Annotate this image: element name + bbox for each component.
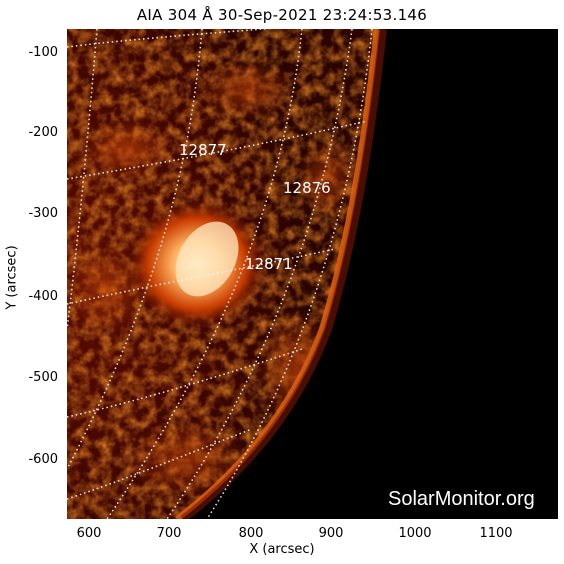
x-tick-label: 1000 <box>398 526 432 541</box>
y-tick-label: -200 <box>28 125 58 140</box>
y-tick-label: -600 <box>28 452 58 467</box>
x-tick-label: 900 <box>318 526 344 541</box>
y-tick-label: -500 <box>28 370 58 385</box>
credit-watermark: SolarMonitor.org <box>388 488 535 510</box>
y-tick-label: -400 <box>28 289 58 304</box>
active-region-label: 12871 <box>245 255 293 273</box>
x-tick-label: 1100 <box>479 526 513 541</box>
image-title: AIA 304 Å 30-Sep-2021 23:24:53.146 <box>136 6 428 24</box>
x-tick-label: 600 <box>76 526 102 541</box>
x-tick-label: 700 <box>156 526 182 541</box>
solar-image <box>67 29 558 519</box>
x-axis-label: X (arcsec) <box>249 542 315 557</box>
solar-image-svg <box>67 29 387 519</box>
y-axis-label: Y (arcsec) <box>4 245 20 310</box>
coordinate-grid <box>67 29 373 519</box>
y-tick-label: -300 <box>28 206 58 221</box>
active-region-label: 12876 <box>283 179 331 197</box>
active-region-label: 12877 <box>179 141 227 159</box>
solar-limb <box>175 29 380 519</box>
x-tick-label: 800 <box>238 526 264 541</box>
y-tick-label: -100 <box>28 45 58 60</box>
